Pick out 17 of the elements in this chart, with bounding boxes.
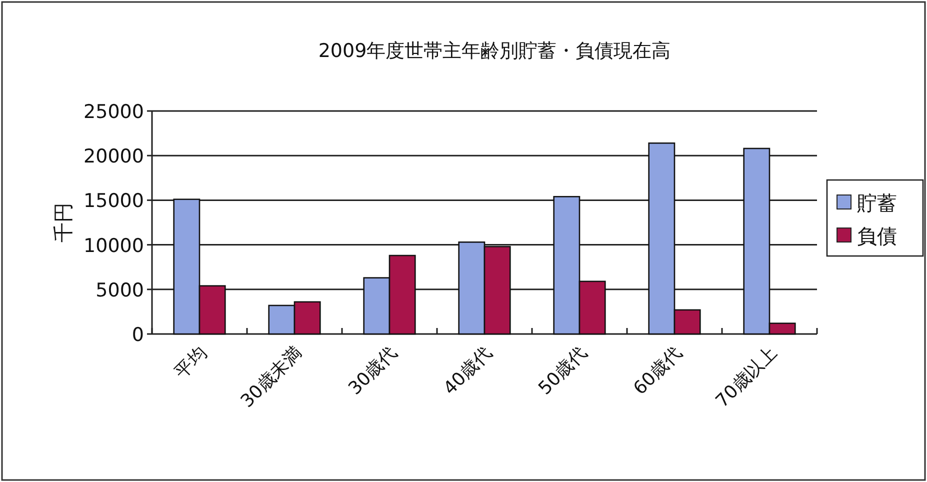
y-tick-label: 10000 (84, 234, 144, 257)
x-tick-label: 60歳代 (630, 342, 686, 400)
y-tick-label: 0 (132, 324, 144, 346)
legend-label: 負債 (857, 224, 897, 248)
y-axis-title: 千円 (51, 202, 75, 242)
legend-label: 貯蓄 (857, 191, 897, 215)
x-tick-label: 平均 (170, 342, 212, 383)
y-tick-label: 25000 (84, 101, 144, 123)
y-tick-label: 20000 (84, 146, 144, 168)
chart-title: 2009年度世帯主年齢別貯蓄・負債現在高 (318, 40, 671, 62)
x-tick-label: 40歳代 (440, 342, 496, 400)
x-tick-label: 50歳代 (534, 342, 592, 400)
x-tick-label: 30歳未満 (236, 342, 306, 412)
y-tick-label: 5000 (96, 279, 144, 302)
x-tick-label: 70歳以上 (712, 342, 782, 412)
x-tick-label: 30歳代 (344, 342, 402, 400)
y-tick-label: 15000 (84, 190, 144, 212)
